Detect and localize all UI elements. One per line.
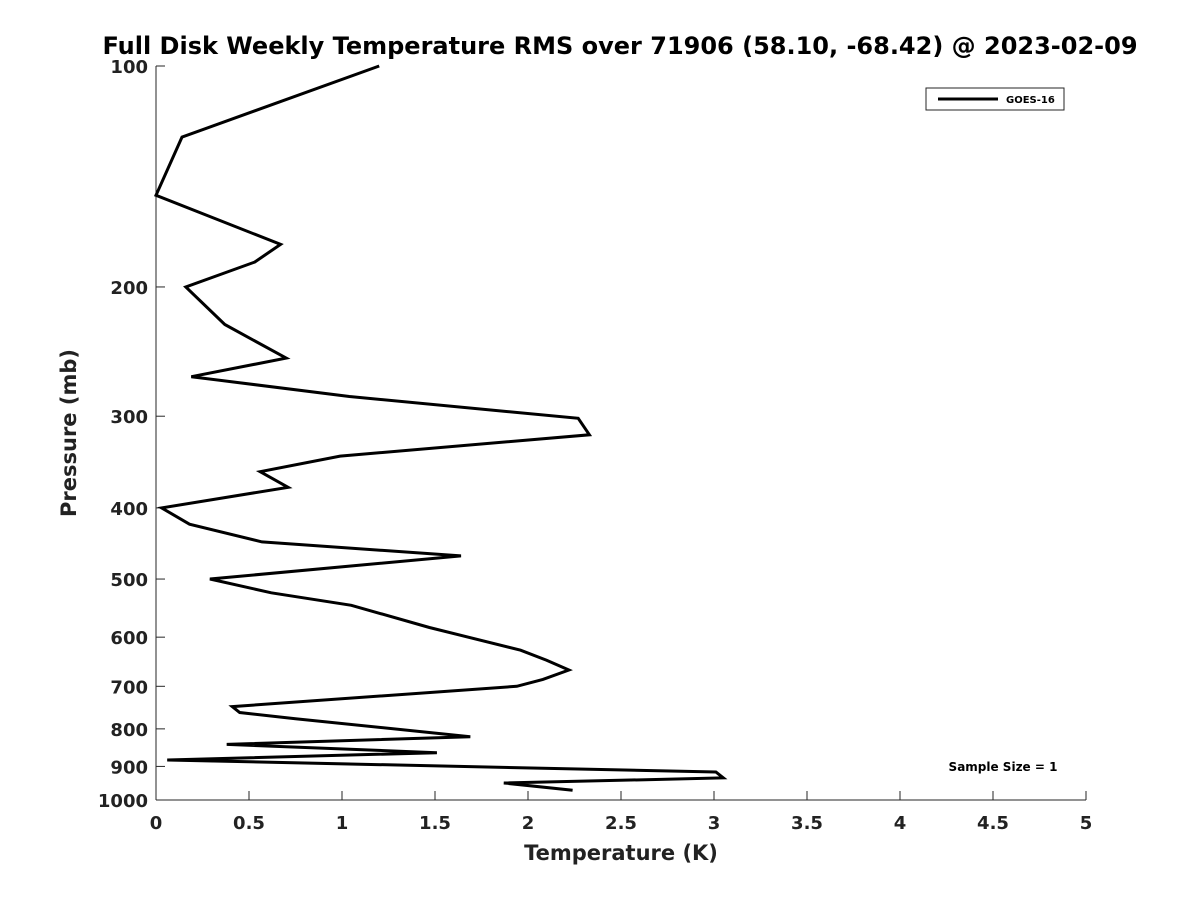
x-tick-label: 1 bbox=[336, 813, 349, 834]
y-tick-label: 100 bbox=[110, 57, 148, 78]
x-tick-label: 2.5 bbox=[605, 813, 637, 834]
chart-title: Full Disk Weekly Temperature RMS over 71… bbox=[102, 32, 1137, 60]
x-tick-label: 4 bbox=[894, 813, 907, 834]
x-tick-label: 3 bbox=[708, 813, 721, 834]
legend-label-goes-16: GOES-16 bbox=[1006, 95, 1055, 106]
sample-size-annotation: Sample Size = 1 bbox=[949, 760, 1058, 774]
y-tick-label: 300 bbox=[110, 407, 148, 428]
x-axis-label: Temperature (K) bbox=[524, 841, 718, 865]
x-tick-label: 0.5 bbox=[233, 813, 265, 834]
y-axis-label: Pressure (mb) bbox=[57, 349, 81, 517]
y-tick-label: 400 bbox=[110, 499, 148, 520]
y-tick-label: 500 bbox=[110, 570, 148, 591]
y-tick-label: 900 bbox=[110, 757, 148, 778]
series-group bbox=[153, 64, 728, 792]
x-tick-label: 2 bbox=[522, 813, 535, 834]
x-tick-label: 4.5 bbox=[977, 813, 1009, 834]
legend: GOES-16 bbox=[925, 87, 1065, 111]
y-tick-label: 700 bbox=[110, 677, 148, 698]
y-tick-label: 600 bbox=[110, 628, 148, 649]
x-tick-label: 3.5 bbox=[791, 813, 823, 834]
x-ticks: 0 0.5 1 1.5 2 2.5 3 3.5 4 4.5 5 bbox=[150, 791, 1093, 834]
series-line-goes-16 bbox=[153, 64, 728, 792]
y-ticks: 100 200 300 400 500 600 700 800 900 1000 bbox=[98, 57, 165, 812]
x-tick-label: 1.5 bbox=[419, 813, 451, 834]
y-tick-label: 1000 bbox=[98, 791, 148, 812]
y-tick-label: 200 bbox=[110, 278, 148, 299]
axes bbox=[155, 66, 1086, 801]
x-tick-label: 0 bbox=[150, 813, 163, 834]
x-tick-label: 5 bbox=[1080, 813, 1093, 834]
y-tick-label: 800 bbox=[110, 720, 148, 741]
